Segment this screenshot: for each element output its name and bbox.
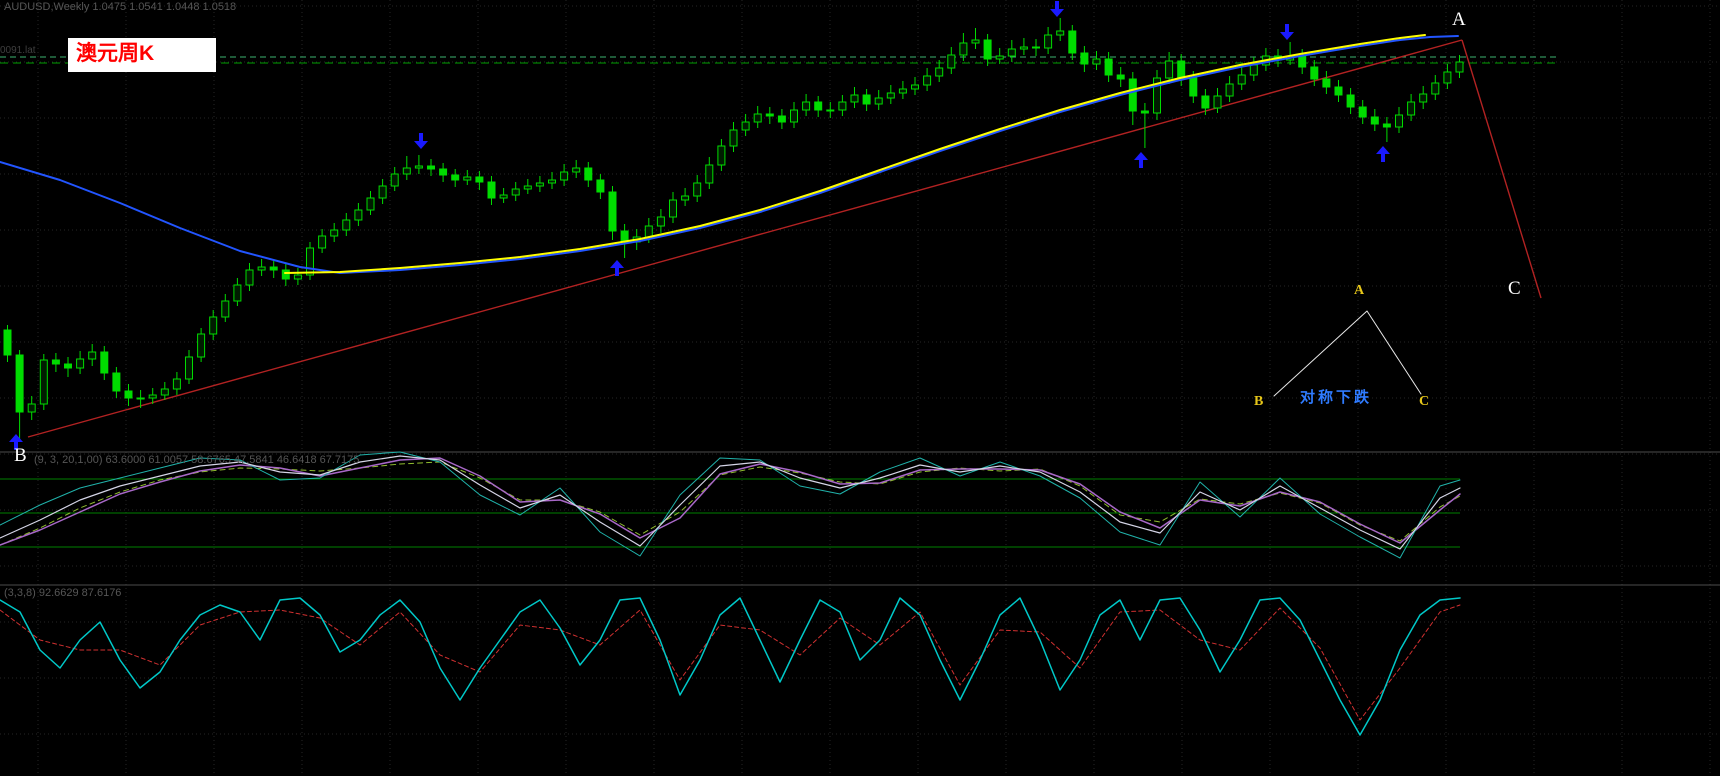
wave-label-b: B (14, 445, 27, 466)
mini-pattern-label-a: A (1354, 283, 1365, 298)
stochastic-indicator-label: (9, 3, 20,1,00) 63.6000 61.0057 58.6765 … (34, 454, 360, 466)
arrow-up-icon (610, 260, 624, 276)
arrow-down-icon (414, 133, 428, 149)
arrow-down-icon (1280, 24, 1294, 40)
arrow-up-icon (1376, 146, 1390, 162)
arrow-up-icon (9, 434, 23, 450)
wave-label-a: A (1452, 9, 1466, 30)
symbol-quote-line: AUDUSD,Weekly 1.0475 1.0541 1.0448 1.051… (4, 1, 237, 13)
arrow-down-icon (1050, 1, 1064, 17)
mini-pattern-label-b: B (1254, 394, 1264, 409)
mini-pattern-label-c: C (1419, 394, 1430, 409)
wave-label-c: C (1508, 278, 1521, 299)
watermark-text: 0091.lat (0, 45, 36, 56)
chart-title-label[interactable]: 澳元周K (68, 38, 216, 72)
pane-separators[interactable] (0, 451, 1720, 586)
oscillator-panel[interactable] (0, 597, 1461, 736)
ma-blue-line[interactable] (0, 35, 1459, 274)
mini-pattern-lines[interactable] (1273, 310, 1422, 397)
signal-arrows[interactable] (9, 1, 1390, 450)
arrow-up-icon (1134, 152, 1148, 168)
mini-pattern-caption: 对称下跌 (1300, 389, 1373, 406)
candles (3, 18, 1464, 440)
ma-yellow-line[interactable] (284, 34, 1426, 274)
oscillator-indicator-label: (3,3,8) 92.6629 87.6176 (4, 587, 122, 599)
trendlines[interactable] (27, 39, 1542, 438)
stochastic-panel[interactable] (0, 451, 1461, 559)
